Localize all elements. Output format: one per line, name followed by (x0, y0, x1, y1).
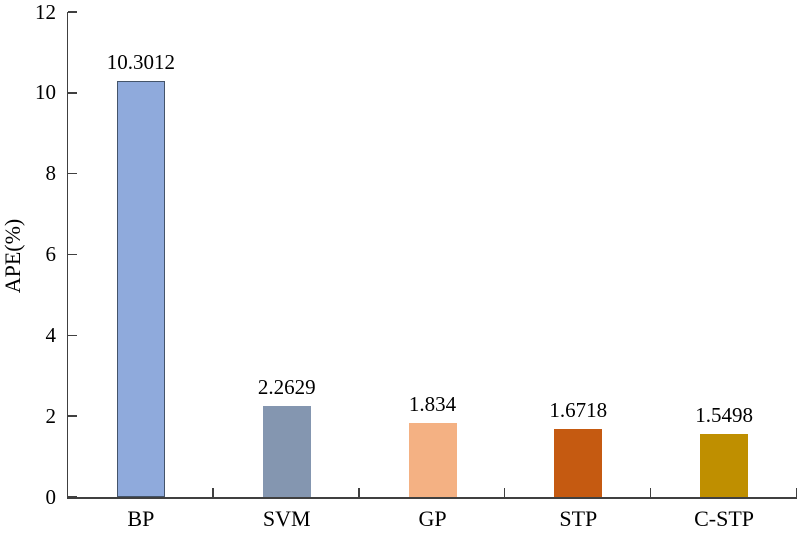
y-tick-label: 4 (45, 322, 57, 347)
y-tick (68, 92, 77, 94)
bar-value-label: 1.6718 (549, 398, 608, 423)
bar-value-label: 10.3012 (106, 49, 176, 74)
y-tick-label: 0 (45, 484, 57, 509)
x-tick (212, 488, 214, 497)
x-axis-line (66, 497, 797, 499)
category-label: GP (418, 506, 447, 531)
category-label: SVM (262, 506, 311, 531)
category-label: BP (127, 506, 155, 531)
category-label: STP (559, 506, 598, 531)
y-tick-label: 10 (35, 80, 56, 105)
y-tick (68, 11, 77, 13)
y-tick (68, 172, 77, 175)
bar-value-label: 1.5498 (695, 403, 753, 428)
y-tick (68, 253, 77, 256)
y-axis-line (66, 12, 68, 497)
bar-svm (262, 405, 311, 497)
x-tick (795, 488, 797, 497)
y-tick (68, 415, 77, 417)
y-tick-label: 8 (45, 161, 57, 186)
y-tick-label: 6 (45, 242, 57, 266)
category-label: C-STP (694, 506, 755, 531)
bar-gp (408, 422, 457, 497)
bar-value-label: 1.834 (408, 391, 457, 416)
x-tick (358, 488, 360, 497)
x-tick (649, 488, 652, 497)
bar-stp (554, 429, 603, 497)
y-tick-label: 2 (45, 403, 57, 428)
bar-bp (116, 80, 165, 497)
x-tick (503, 488, 506, 497)
bar-c-stp (700, 434, 749, 497)
y-tick (68, 496, 77, 498)
y-tick (68, 334, 77, 337)
bar-value-label: 2.2629 (257, 374, 316, 399)
y-tick-label: 12 (35, 0, 56, 24)
